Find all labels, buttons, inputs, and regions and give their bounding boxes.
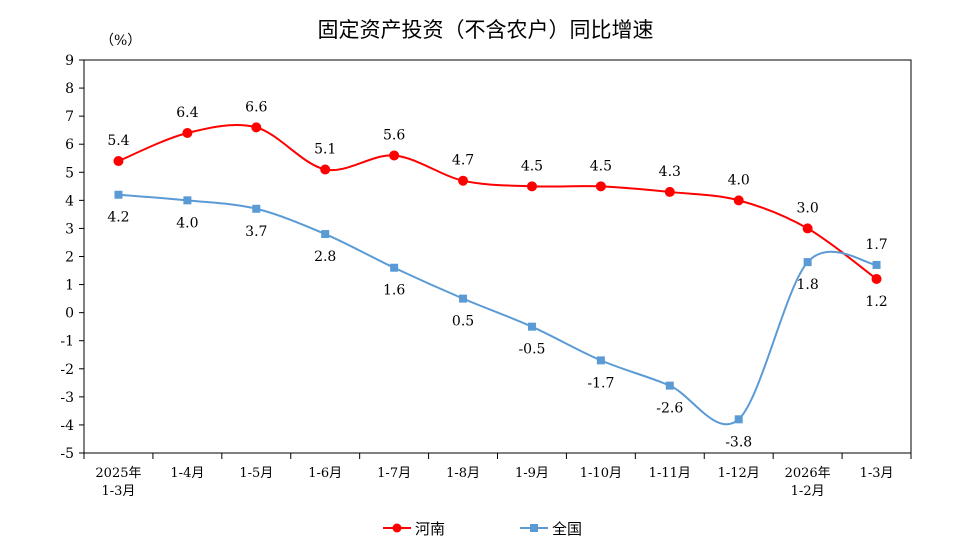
data-label: 6.6 — [245, 99, 267, 115]
data-label: -0.5 — [518, 342, 545, 358]
data-label: -1.7 — [587, 375, 614, 391]
x-tick-label: 1-10月 — [580, 466, 622, 481]
data-point — [871, 273, 882, 284]
data-label: 3.7 — [245, 224, 267, 240]
data-point — [527, 322, 536, 331]
data-point — [114, 190, 123, 199]
y-tick-label: -5 — [60, 446, 74, 462]
y-tick-label: -1 — [60, 334, 74, 350]
data-label: 3.0 — [796, 200, 818, 216]
y-tick-label: 0 — [65, 306, 74, 322]
chart-title: 固定资产投资（不含农户）同比增速 — [317, 18, 654, 42]
x-tick-label: 1-12月 — [718, 466, 760, 481]
data-point — [113, 156, 124, 167]
data-label: 2.8 — [314, 249, 336, 265]
data-point — [802, 223, 813, 234]
data-point — [182, 127, 193, 138]
legend-marker — [530, 524, 538, 532]
legend-marker — [392, 523, 402, 533]
data-label: 1.2 — [865, 294, 887, 310]
y-tick-label: 4 — [65, 193, 74, 209]
data-point — [595, 181, 606, 192]
data-label: 0.5 — [452, 314, 474, 330]
x-tick-label: 1-7月 — [377, 466, 411, 481]
data-point — [389, 150, 400, 161]
data-point — [665, 381, 674, 390]
y-tick-label: 8 — [65, 81, 74, 97]
y-tick-label: -4 — [60, 418, 74, 434]
data-point — [251, 122, 262, 133]
legend-label: 全国 — [552, 520, 582, 538]
x-tick-label: 1-11月 — [649, 466, 691, 481]
x-tick-label: 1-6月 — [308, 466, 342, 481]
y-tick-label: 1 — [65, 278, 74, 294]
data-label: 5.6 — [383, 127, 405, 143]
data-point — [526, 181, 537, 192]
y-tick-label: 3 — [65, 221, 74, 237]
data-label: 1.6 — [383, 283, 405, 299]
y-tick-label: -3 — [60, 390, 74, 406]
series-line-1 — [118, 193, 877, 426]
data-point — [458, 175, 469, 186]
data-label: 4.5 — [590, 158, 612, 174]
data-label: 4.0 — [176, 215, 198, 231]
data-label: -3.8 — [725, 434, 752, 450]
y-tick-label: 9 — [65, 53, 74, 69]
data-point — [664, 186, 675, 197]
data-label: 4.7 — [452, 153, 474, 169]
data-label: -2.6 — [656, 401, 683, 417]
data-point — [183, 196, 192, 205]
x-tick-label: 2026年 — [785, 466, 831, 481]
data-label: 5.1 — [314, 141, 336, 157]
data-label: 5.4 — [107, 133, 129, 149]
data-label: 6.4 — [176, 105, 198, 121]
data-label: 1.8 — [796, 277, 818, 293]
data-label: 4.0 — [728, 172, 750, 188]
data-point — [320, 164, 331, 175]
legend-label: 河南 — [415, 520, 445, 538]
data-point — [872, 260, 881, 269]
data-point — [803, 258, 812, 267]
data-point — [733, 195, 744, 206]
y-tick-label: -2 — [60, 362, 74, 378]
series-line-0 — [118, 124, 878, 280]
data-point — [734, 415, 743, 424]
x-tick-label: 1-4月 — [170, 466, 204, 481]
data-point — [390, 263, 399, 272]
data-label: 1.7 — [865, 237, 887, 253]
x-tick-label: 1-3月 — [101, 484, 135, 499]
y-tick-label: 7 — [65, 109, 74, 125]
x-tick-label: 1-5月 — [239, 466, 273, 481]
y-tick-label: 6 — [65, 137, 74, 153]
data-label: 4.5 — [521, 158, 543, 174]
data-point — [252, 204, 261, 213]
y-tick-label: 2 — [65, 250, 74, 266]
data-point — [596, 356, 605, 365]
x-tick-label: 1-2月 — [791, 484, 825, 499]
plot-area — [83, 59, 912, 454]
data-label: 4.2 — [107, 210, 129, 226]
data-point — [321, 230, 330, 239]
data-point — [459, 294, 468, 303]
x-tick-label: 1-9月 — [515, 466, 549, 481]
y-axis-unit: （%） — [100, 33, 142, 49]
x-tick-label: 1-8月 — [446, 466, 480, 481]
y-tick-label: 5 — [65, 165, 74, 181]
x-tick-label: 2025年 — [95, 466, 141, 481]
x-tick-label: 1-3月 — [860, 466, 894, 481]
data-label: 4.3 — [659, 164, 681, 180]
